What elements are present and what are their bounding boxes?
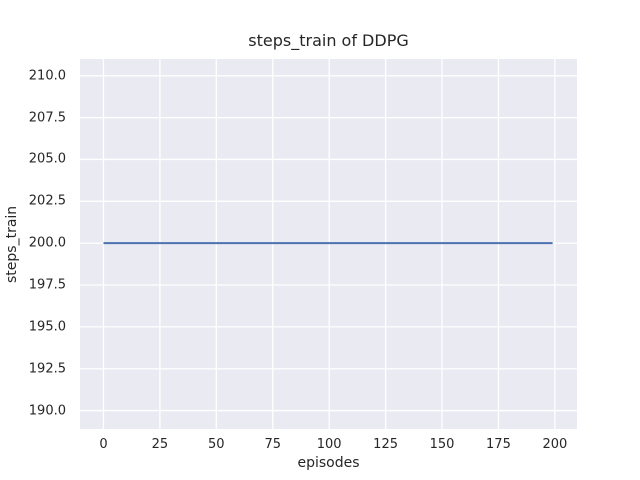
- chart-title: steps_train of DDPG: [248, 31, 409, 50]
- x-tick-label: 100: [316, 437, 342, 452]
- y-tick-label: 195.0: [28, 319, 66, 335]
- x-tick-label: 75: [264, 437, 282, 452]
- x-tick-label: 125: [373, 437, 399, 452]
- x-axis-label: episodes: [297, 455, 360, 471]
- y-tick-label: 197.5: [28, 277, 66, 293]
- y-tick-label: 210.0: [28, 68, 66, 84]
- y-tick-label: 202.5: [28, 193, 66, 209]
- y-tick-label: 200.0: [28, 235, 66, 251]
- y-tick-label: 190.0: [28, 403, 66, 419]
- x-tick-label: 0: [99, 437, 108, 452]
- plot-area: [80, 59, 577, 429]
- x-tick-label: 25: [151, 437, 169, 452]
- y-tick-label: 192.5: [28, 361, 66, 377]
- plot-canvas: [80, 59, 577, 429]
- x-tick-label: 50: [208, 437, 225, 452]
- x-tick-label: 200: [542, 437, 568, 452]
- x-tick-label: 175: [486, 437, 511, 452]
- y-tick-label: 205.0: [28, 151, 66, 167]
- y-tick-label: 207.5: [28, 110, 66, 126]
- x-tick-label: 150: [429, 437, 455, 452]
